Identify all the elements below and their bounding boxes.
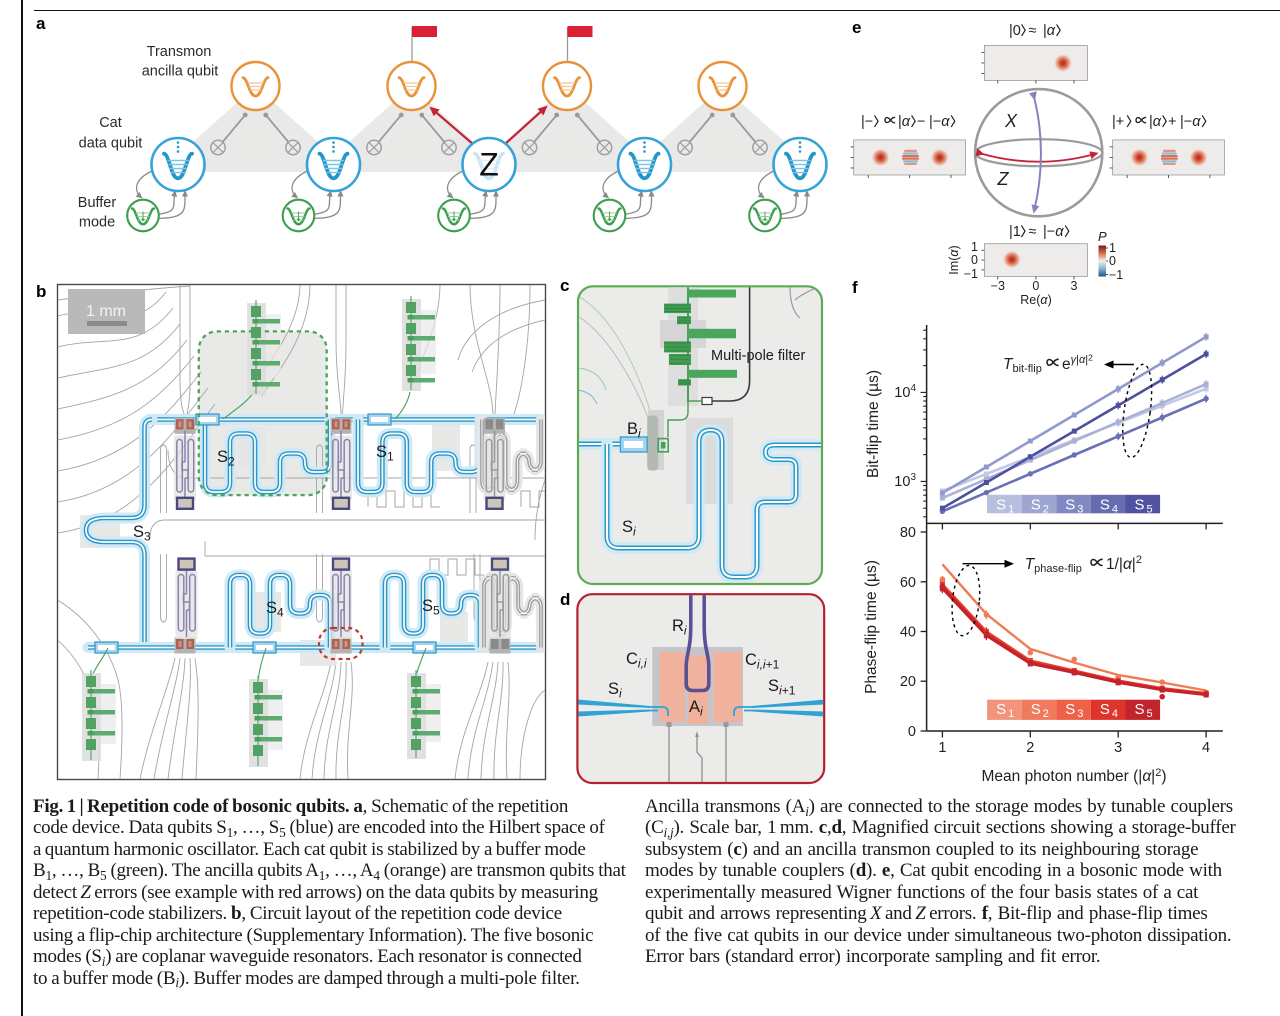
svg-text:≈: ≈ xyxy=(1029,224,1037,240)
svg-text:Ri: Ri xyxy=(672,617,687,638)
svg-text:Buffer: Buffer xyxy=(78,195,117,211)
svg-text:d: d xyxy=(560,590,570,609)
svg-text:Multi-pole filter: Multi-pole filter xyxy=(711,348,805,364)
svg-text:4: 4 xyxy=(1112,504,1118,516)
svg-text:Tphase-flip: Tphase-flip xyxy=(1025,556,1082,575)
svg-text:4: 4 xyxy=(1202,740,1210,756)
svg-text:+: + xyxy=(1168,114,1176,130)
svg-text:|−α: |−α xyxy=(1043,224,1064,240)
svg-text:|−: |− xyxy=(861,114,873,130)
svg-text:0: 0 xyxy=(971,253,978,267)
svg-text:Bi: Bi xyxy=(627,420,641,441)
svg-text:2: 2 xyxy=(1043,504,1049,516)
svg-text:|0: |0 xyxy=(1009,23,1021,39)
svg-text:ancilla qubit: ancilla qubit xyxy=(142,64,219,80)
svg-text:2: 2 xyxy=(1026,740,1034,756)
svg-text:Ai: Ai xyxy=(689,698,703,719)
svg-text:1 mm: 1 mm xyxy=(86,303,126,320)
svg-text:4: 4 xyxy=(1112,708,1118,720)
svg-text:|α: |α xyxy=(898,114,911,130)
svg-text:80: 80 xyxy=(900,525,916,541)
svg-text:eγ|α|2: eγ|α|2 xyxy=(1062,353,1093,374)
svg-text:1/|α|2: 1/|α|2 xyxy=(1106,554,1142,573)
svg-text:Tbit-flip: Tbit-flip xyxy=(1003,356,1042,375)
svg-text:Si: Si xyxy=(622,518,636,539)
svg-text:1: 1 xyxy=(971,240,978,254)
svg-text:S: S xyxy=(996,701,1006,718)
svg-text:−3: −3 xyxy=(991,279,1005,293)
svg-text:|−α: |−α xyxy=(929,114,950,130)
svg-text:S: S xyxy=(1100,701,1110,718)
svg-text:Transmon: Transmon xyxy=(147,44,212,60)
svg-text:2: 2 xyxy=(1043,708,1049,720)
svg-text:S: S xyxy=(1031,701,1041,718)
svg-text:103: 103 xyxy=(894,472,916,490)
svg-text:−1: −1 xyxy=(1109,268,1123,282)
svg-text:|1: |1 xyxy=(1009,224,1021,240)
svg-text:0: 0 xyxy=(1032,279,1039,293)
svg-text:3: 3 xyxy=(1071,279,1078,293)
svg-text:Z: Z xyxy=(997,169,1010,189)
svg-text:40: 40 xyxy=(900,625,916,641)
svg-text:|−α: |−α xyxy=(1180,114,1201,130)
svg-text:c: c xyxy=(560,276,569,295)
svg-text:mode: mode xyxy=(79,215,115,231)
svg-text:−1: −1 xyxy=(964,267,978,281)
svg-text:Mean photon number (|α|2): Mean photon number (|α|2) xyxy=(981,767,1166,785)
svg-text:Bit-flip time (µs): Bit-flip time (µs) xyxy=(865,370,882,478)
svg-text:60: 60 xyxy=(900,575,916,591)
svg-text:Re(α): Re(α) xyxy=(1020,293,1051,307)
svg-text:X: X xyxy=(1004,111,1018,131)
svg-text:f: f xyxy=(852,278,858,297)
svg-text:0: 0 xyxy=(1109,254,1116,268)
svg-text:|α: |α xyxy=(1149,114,1162,130)
svg-text:1: 1 xyxy=(938,740,946,756)
svg-text:S: S xyxy=(1065,497,1075,514)
svg-text:S: S xyxy=(996,497,1006,514)
svg-text:20: 20 xyxy=(900,674,916,690)
svg-text:S: S xyxy=(1100,497,1110,514)
svg-text:Si: Si xyxy=(608,680,622,701)
svg-text:1: 1 xyxy=(1008,504,1014,516)
svg-text:|α: |α xyxy=(1043,23,1056,39)
svg-text:Phase-flip time (µs): Phase-flip time (µs) xyxy=(863,560,880,694)
svg-text:Cat: Cat xyxy=(99,115,122,131)
svg-text:|+: |+ xyxy=(1112,114,1124,130)
svg-text:5: 5 xyxy=(1147,504,1153,516)
svg-text:Im(α): Im(α) xyxy=(947,245,961,274)
svg-text:S: S xyxy=(1031,497,1041,514)
svg-text:1: 1 xyxy=(1109,241,1116,255)
svg-text:S: S xyxy=(1065,701,1075,718)
svg-text:5: 5 xyxy=(1147,708,1153,720)
svg-text:P: P xyxy=(1098,229,1107,244)
svg-text:3: 3 xyxy=(1114,740,1122,756)
svg-text:1: 1 xyxy=(1008,708,1014,720)
svg-text:S: S xyxy=(1134,497,1144,514)
svg-text:Z: Z xyxy=(479,147,499,183)
svg-text:e: e xyxy=(852,18,861,37)
svg-text:104: 104 xyxy=(894,383,916,401)
svg-text:≈: ≈ xyxy=(1029,23,1037,39)
svg-text:3: 3 xyxy=(1077,504,1083,516)
svg-text:−: − xyxy=(917,114,925,130)
svg-text:data qubit: data qubit xyxy=(79,136,143,152)
svg-text:0: 0 xyxy=(908,724,916,740)
svg-text:S: S xyxy=(1134,701,1144,718)
svg-text:3: 3 xyxy=(1077,708,1083,720)
svg-text:b: b xyxy=(36,282,46,301)
